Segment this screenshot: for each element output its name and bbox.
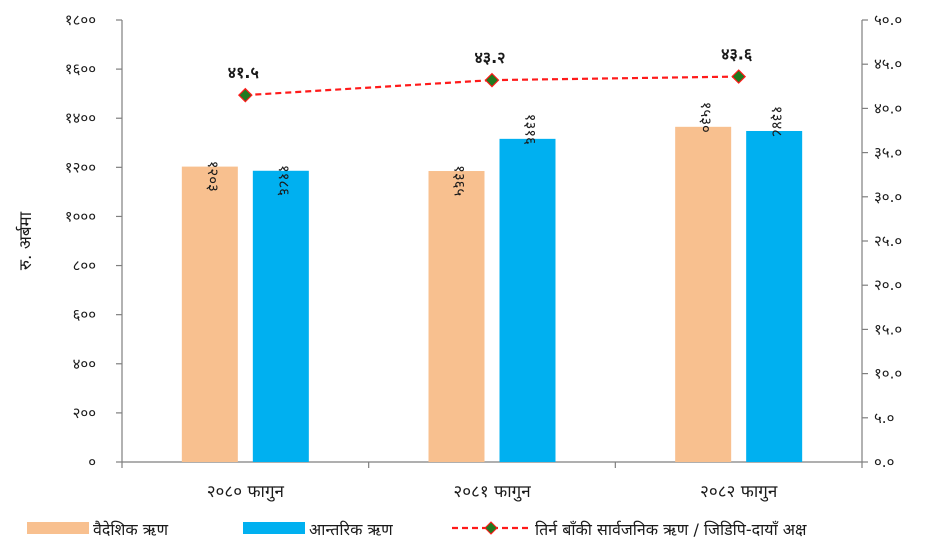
legend-label-debt-gdp: तिर्न बाँकी सार्वजनिक ऋण / जिडिपि-दायाँ … [535, 520, 807, 539]
y2-tick-label: २०.० [874, 276, 902, 294]
line-data-label: ४३.२ [474, 48, 505, 67]
y2-tick-label: ०.० [874, 453, 894, 471]
x-category-label: २०८२ फागुन [700, 482, 778, 502]
bar-domestic-debt [499, 138, 556, 463]
line-marker [484, 72, 500, 88]
line-segment [245, 79, 493, 97]
y2-tick-label: ५०.० [874, 11, 902, 29]
bar-external-debt [675, 126, 732, 463]
y-tick-label: ८०० [73, 257, 96, 275]
y-tick-label: ० [88, 453, 96, 471]
legend-label-domestic-debt: आन्तरिक ऋण [309, 520, 393, 539]
line-marker [731, 69, 747, 84]
bar-data-label: १३६५ [451, 165, 469, 196]
y-tick-label: १००० [65, 207, 96, 225]
y2-tick-label: ४५.० [874, 55, 902, 73]
bar-data-label: १५३० [697, 102, 715, 133]
axes: ० २०० ४०० ६०० ८०० १००० १२०० १४०० १६०० १८०० ०.० ५.० १… [15, 11, 902, 502]
bar-data-label: १३१६ [522, 114, 540, 145]
y2-tick-label: १०.० [874, 365, 902, 383]
x-category-label: २०८० फागुन [207, 482, 285, 502]
legend: वैदेशिक ऋण आन्तरिक ऋण तिर्न बाँकी सार्वजनि… [27, 520, 807, 539]
y-tick-label: १४०० [65, 109, 96, 127]
bar-domestic-debt [746, 130, 803, 463]
y-tick-label: २०० [73, 404, 96, 422]
y2-tick-label: ३०.० [874, 188, 902, 206]
y2-tick-label: ३५.० [874, 144, 902, 162]
bar-data-label: १२०३ [204, 161, 222, 192]
y-tick-label: ४०० [73, 355, 96, 373]
legend-swatch-external-debt [27, 522, 89, 534]
bar-data-label: ११८६ [275, 165, 293, 196]
legend-swatch-domestic-debt [243, 522, 305, 534]
debt-gdp-line [237, 69, 747, 103]
legend-label-external-debt: वैदेशिक ऋण [93, 520, 168, 539]
data-labels: १२०३ ११८६ १३६५ १३१६ १५३० १३४८ ४१.५ ४३.२ ४३.६ [204, 45, 786, 197]
bars [181, 126, 803, 463]
line-marker [237, 87, 253, 103]
bar-external-debt [428, 171, 485, 462]
y2-tick-label: २५.० [874, 232, 902, 250]
y-tick-label: १२०० [65, 158, 96, 176]
y-tick-label: ६०० [73, 306, 96, 324]
y-tick-label: १६०० [65, 60, 96, 78]
y2-tick-label: ५.० [874, 409, 894, 427]
x-category-label: २०८१ फागुन [453, 482, 531, 502]
bar-domestic-debt [252, 170, 309, 462]
line-segment [491, 75, 739, 82]
y2-tick-label: १५.० [874, 320, 902, 338]
y-tick-label: १८०० [65, 11, 96, 29]
legend-swatch-marker [484, 521, 498, 535]
bar-external-debt [181, 166, 238, 462]
y2-tick-label: ४०.० [874, 99, 902, 117]
line-data-label: ४३.६ [721, 45, 753, 64]
y-axis-title: रु. अर्बमा [15, 211, 36, 270]
bar-data-label: १३४८ [768, 106, 786, 137]
line-data-label: ४१.५ [228, 63, 259, 82]
